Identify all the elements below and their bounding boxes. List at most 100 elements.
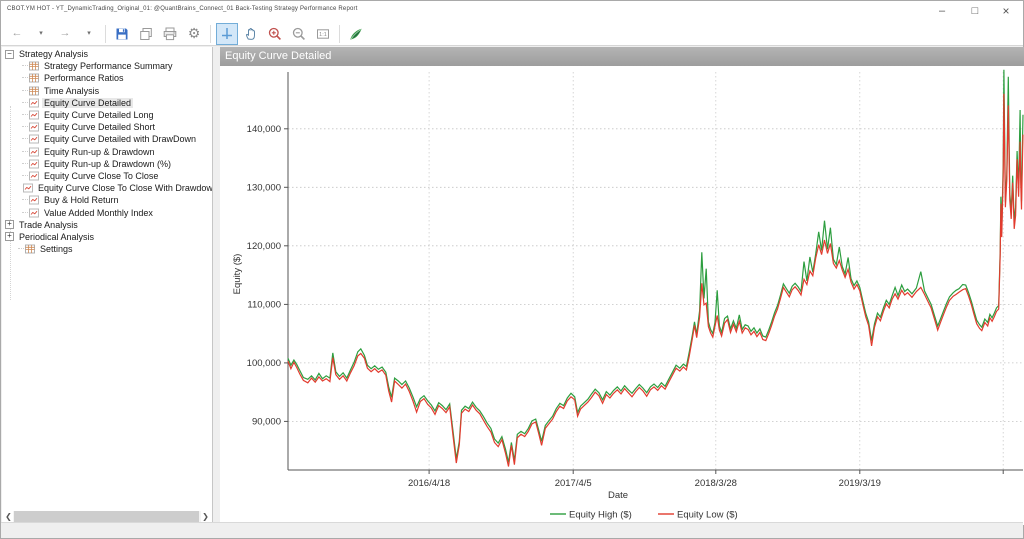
sidebar-horizontal-scrollbar[interactable]: ❮ ❯ (4, 511, 210, 522)
x-axis-title: Date (608, 490, 628, 501)
equity-high-line (287, 69, 1024, 463)
tree-item-label: Time Analysis (44, 85, 100, 96)
gear-icon: ⚙ (187, 25, 201, 42)
y-tick-label: 100,000 (247, 358, 281, 369)
tree-item-label: Value Added Monthly Index (44, 207, 153, 218)
equity-chart-svg[interactable]: 90,000 100,000 110,000 120,000 130,000 140,00… (220, 66, 1024, 525)
tree-connector-stub (22, 162, 28, 165)
title-bar: CBOT.YM HOT - YT_DynamicTrading_Original… (1, 1, 1023, 23)
nav-forward-button[interactable]: → (54, 23, 76, 45)
zoom-in-button[interactable] (264, 23, 286, 45)
chart-icon (29, 147, 42, 157)
crosshair-tool-button[interactable] (216, 22, 238, 45)
tree-item-label: Equity Run-up & Drawdown (44, 146, 155, 157)
tree-item-label: Performance Ratios (44, 73, 124, 84)
tree-item-2[interactable]: Performance Ratios (2, 72, 212, 84)
table-icon (29, 61, 42, 71)
svg-text:1:1: 1:1 (319, 32, 327, 38)
toolbar: ← ▾ → ▾ ⚙ 1:1 (1, 22, 1023, 46)
save-button[interactable] (111, 23, 133, 45)
close-button[interactable]: × (1002, 4, 1010, 18)
tree-connector-stub (22, 150, 28, 153)
equity-chart[interactable]: 90,000 100,000 110,000 120,000 130,000 140,00… (220, 66, 1024, 525)
legend: Equity High ($) Equity Low ($) (550, 510, 738, 521)
expand-icon[interactable]: + (5, 220, 14, 230)
tree-item-5[interactable]: Equity Curve Detailed Long (2, 109, 212, 121)
tree-item-6[interactable]: Equity Curve Detailed Short (2, 121, 212, 133)
nav-forward-dropdown-button[interactable]: ▾ (78, 23, 100, 45)
zoom-out-icon (291, 26, 307, 42)
x-tick-label: 2018/3/28 (695, 478, 737, 489)
pages-icon (138, 26, 154, 42)
nav-back-button[interactable]: ← (6, 23, 28, 45)
chart-icon (29, 134, 42, 144)
tree-connector-stub (22, 126, 28, 128)
tree-item-label: Equity Curve Detailed with DrawDown (44, 134, 197, 145)
zoom-in-icon (267, 26, 283, 42)
scroll-right-arrow-icon[interactable]: ❯ (202, 512, 209, 521)
actual-size-button[interactable]: 1:1 (312, 23, 334, 45)
scroll-left-arrow-icon[interactable]: ❮ (5, 512, 12, 521)
y-tick-label: 130,000 (247, 183, 281, 194)
table-icon (25, 244, 38, 254)
tree-item-8[interactable]: Equity Run-up & Drawdown (2, 146, 212, 158)
report-tree: − Strategy Analysis Strategy Performance S… (2, 48, 212, 510)
window-title: CBOT.YM HOT - YT_DynamicTrading_Original… (7, 6, 358, 12)
report-panel: Equity Curve Detailed 90,000 100,000 110,0… (220, 47, 1024, 525)
settings-button[interactable]: ⚙ (183, 23, 205, 45)
table-icon (29, 86, 42, 96)
status-bar (1, 522, 1023, 538)
tree-item-1[interactable]: Strategy Performance Summary (2, 60, 212, 72)
floppy-icon (114, 26, 130, 42)
tree-item-3[interactable]: Time Analysis (2, 85, 212, 97)
tree-item-label: Periodical Analysis (19, 231, 95, 242)
maximize-button[interactable]: □ (971, 5, 979, 17)
tree-item-16[interactable]: Settings (2, 243, 212, 255)
tree-connector-stub (22, 101, 28, 104)
pan-tool-button[interactable] (240, 23, 262, 45)
minimize-button[interactable]: – (938, 5, 946, 17)
toolbar-separator (210, 24, 211, 43)
brand-button[interactable] (345, 23, 367, 45)
chart-icon (29, 195, 42, 205)
y-tick-label: 110,000 (247, 300, 281, 311)
tree-item-12[interactable]: Buy & Hold Return (2, 194, 212, 206)
chart-icon (29, 122, 42, 132)
tree-item-10[interactable]: Equity Curve Close To Close (2, 170, 212, 182)
tree-item-14[interactable]: + Trade Analysis (2, 219, 212, 231)
chart-icon (29, 208, 42, 218)
tree-item-15[interactable]: + Periodical Analysis (2, 231, 212, 243)
x-tick-label: 2017/4/5 (555, 478, 592, 489)
tree-item-11[interactable]: Equity Curve Close To Close With Drawdow… (2, 182, 212, 194)
tree-item-7[interactable]: Equity Curve Detailed with DrawDown (2, 133, 212, 145)
export-report-button[interactable] (135, 23, 157, 45)
legend-low-label: Equity Low ($) (677, 510, 738, 521)
tree-item-label: Strategy Performance Summary (44, 61, 173, 72)
tree-item-9[interactable]: Equity Run-up & Drawdown (%) (2, 158, 212, 170)
zoom-out-button[interactable] (288, 23, 310, 45)
tree-connector-stub (22, 211, 28, 214)
one-to-one-icon: 1:1 (315, 26, 331, 42)
tree-item-label: Equity Run-up & Drawdown (%) (44, 158, 172, 169)
chevron-down-icon: ▾ (87, 30, 91, 37)
tree-item-0[interactable]: − Strategy Analysis (2, 48, 212, 60)
print-button[interactable] (159, 23, 181, 45)
chart-icon (29, 171, 42, 181)
tree-connector-stub (22, 77, 28, 79)
expand-icon[interactable]: + (5, 232, 14, 242)
legend-high-label: Equity High ($) (569, 510, 632, 521)
scrollbar-track[interactable] (13, 511, 201, 522)
collapse-icon[interactable]: − (5, 49, 14, 59)
tree-connector-stub (22, 89, 28, 92)
scrollbar-thumb[interactable] (14, 511, 199, 522)
panel-title: Equity Curve Detailed (220, 47, 1024, 66)
tree-item-13[interactable]: Value Added Monthly Index (2, 206, 212, 218)
tree-connector-stub (22, 114, 28, 116)
tree-item-4[interactable]: Equity Curve Detailed (2, 97, 212, 109)
tree-item-label: Strategy Analysis (19, 49, 89, 60)
chart-icon (29, 110, 42, 120)
y-axis-title: Equity ($) (232, 254, 243, 295)
nav-back-dropdown-button[interactable]: ▾ (30, 23, 52, 45)
y-tick-label: 90,000 (252, 417, 281, 428)
